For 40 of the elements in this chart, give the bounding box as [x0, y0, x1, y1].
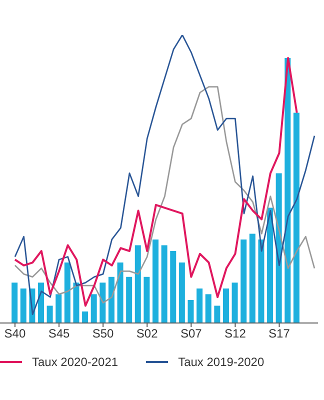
x-tick-label: S17 [268, 326, 290, 341]
bar [82, 311, 88, 323]
bar [100, 282, 106, 323]
legend-label: Taux 2020-2021 [32, 355, 118, 369]
bar [20, 288, 26, 323]
bar [108, 276, 114, 323]
x-tick-label: S40 [4, 326, 26, 341]
bar [12, 282, 18, 323]
bar [56, 294, 62, 323]
x-tick-label: S02 [136, 326, 158, 341]
x-tick-label: S12 [224, 326, 246, 341]
bar [170, 251, 176, 323]
bar [46, 306, 53, 323]
bar [196, 288, 203, 323]
bar [134, 245, 141, 323]
bar [276, 173, 282, 323]
bar [152, 239, 159, 323]
bar [90, 294, 97, 323]
bar [188, 300, 194, 323]
bar [178, 262, 185, 323]
bar [64, 262, 70, 323]
x-tick-label: S07 [180, 326, 202, 341]
bar [161, 245, 168, 323]
bar [232, 282, 238, 323]
bar [205, 294, 212, 323]
bar [144, 276, 150, 323]
bar [222, 288, 229, 323]
bar [240, 239, 247, 323]
bar [38, 282, 44, 323]
bar [126, 276, 132, 323]
bar [258, 239, 264, 323]
bar [117, 262, 124, 323]
bar [293, 112, 300, 323]
legend-label: Taux 2019-2020 [178, 355, 264, 369]
bar [214, 306, 220, 323]
bar [249, 234, 256, 323]
bar [267, 208, 274, 323]
bar [73, 282, 80, 323]
x-tick-label: S45 [48, 326, 70, 341]
x-tick-label: S50 [92, 326, 114, 341]
